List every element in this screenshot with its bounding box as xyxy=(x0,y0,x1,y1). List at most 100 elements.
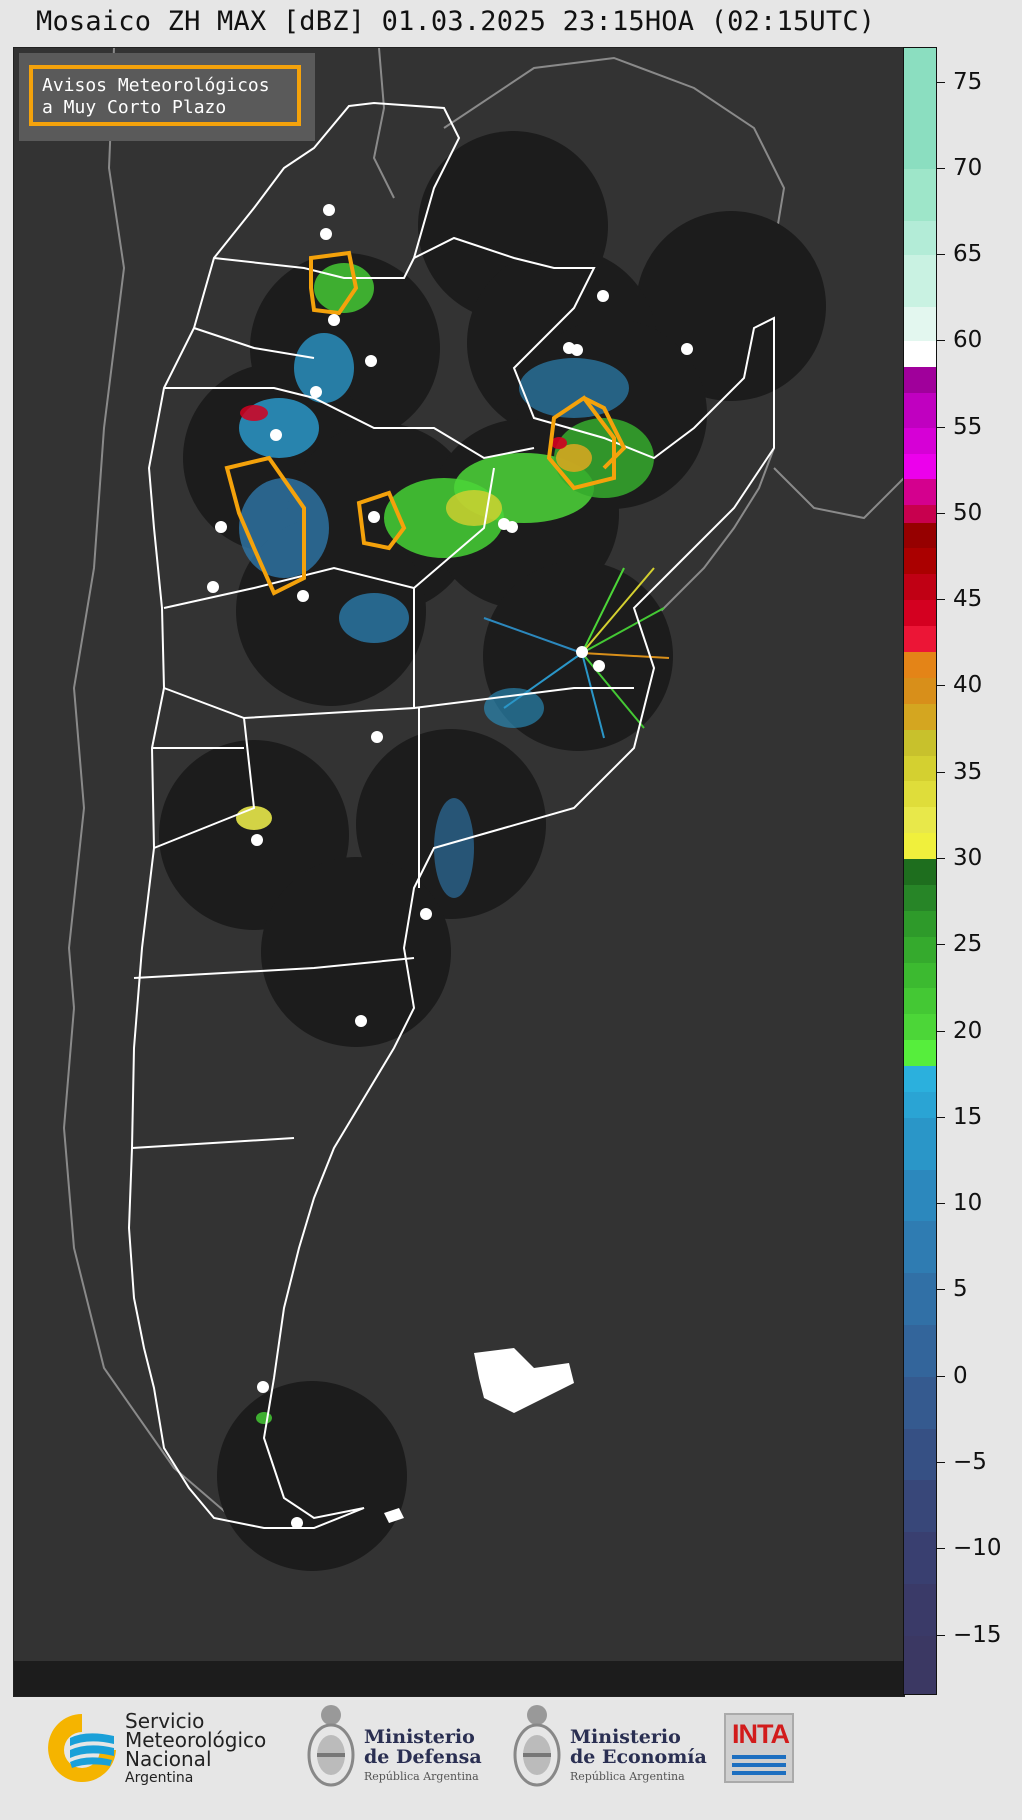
smn-line4: Argentina xyxy=(125,1770,194,1786)
radar-sites xyxy=(207,204,693,1529)
colorbar-tick-label: 30 xyxy=(953,845,983,872)
defensa-logo-text: Ministerio de Defensa República Argentin… xyxy=(364,1727,482,1787)
colorbar-segment xyxy=(904,479,936,506)
colorbar-segment xyxy=(904,962,936,989)
neighbor-borders xyxy=(62,48,904,1529)
inta-logo: INTA xyxy=(724,1713,794,1783)
colorbar-tick-label: 25 xyxy=(953,931,983,958)
colorbar-tick-label: 20 xyxy=(953,1017,983,1044)
colorbar-segment xyxy=(904,1117,936,1171)
defensa-line1: Ministerio xyxy=(364,1726,475,1748)
colorbar-segment xyxy=(904,255,936,308)
colorbar-tick-label: 5 xyxy=(953,1276,968,1303)
inta-bar-icon xyxy=(732,1763,786,1767)
colorbar-segment xyxy=(904,807,936,834)
defensa-line2: de Defensa xyxy=(364,1746,482,1768)
colorbar-segment xyxy=(904,453,936,480)
colorbar-segment xyxy=(904,600,936,627)
colorbar-segment xyxy=(904,427,936,455)
economia-line3: República Argentina xyxy=(570,1770,685,1783)
colorbar-tick-label: 55 xyxy=(953,413,983,440)
colorbar-segment xyxy=(904,505,936,524)
radar-map[interactable] xyxy=(13,47,905,1697)
smn-line1: Servicio xyxy=(125,1709,205,1733)
colorbar-tick-mark xyxy=(937,944,945,946)
colorbar-segment xyxy=(904,522,936,549)
inta-logo-text: INTA xyxy=(732,1719,790,1749)
colorbar-segment xyxy=(904,574,936,601)
colorbar-tick-mark xyxy=(937,1375,945,1377)
colorbar-segment xyxy=(904,859,936,886)
colorbar-segment xyxy=(904,1532,936,1585)
colorbar-tick-mark xyxy=(937,512,945,514)
staten-island xyxy=(384,1508,404,1523)
colorbar-segment xyxy=(904,1040,936,1067)
colorbar-segment xyxy=(904,48,936,83)
warning-legend-line2: a Muy Corto Plazo xyxy=(42,97,227,118)
map-title: Mosaico ZH MAX [dBZ] 01.03.2025 23:15HOA… xyxy=(36,6,876,37)
colorbar-segment xyxy=(904,82,936,170)
colorbar-tick-mark xyxy=(937,1203,945,1205)
smn-line3: Nacional xyxy=(125,1747,212,1771)
colorbar-tick-label: −15 xyxy=(953,1621,1002,1648)
warning-legend-frame: Avisos Meteorológicos a Muy Corto Plazo xyxy=(29,65,301,126)
colorbar-tick-label: 60 xyxy=(953,327,983,354)
defensa-line3: República Argentina xyxy=(364,1770,479,1783)
colorbar-segment xyxy=(904,548,936,575)
colorbar-tick-label: 15 xyxy=(953,1103,983,1130)
colorbar-tick-mark xyxy=(937,1548,945,1550)
colorbar xyxy=(903,47,937,1695)
province-borders xyxy=(127,101,775,1529)
colorbar-segment xyxy=(904,1221,936,1274)
economia-logo-text: Ministerio de Economía República Argenti… xyxy=(570,1727,707,1787)
map-canvas xyxy=(14,48,904,1696)
defensa-coat-of-arms-icon xyxy=(307,1705,355,1787)
colorbar-tick-mark xyxy=(937,426,945,428)
colorbar-segment xyxy=(904,1583,936,1637)
inta-bar-icon xyxy=(732,1771,786,1775)
colorbar-segment xyxy=(904,1092,936,1119)
colorbar-tick-label: 70 xyxy=(953,154,983,181)
colorbar-tick-mark xyxy=(937,858,945,860)
colorbar-tick-mark xyxy=(937,167,945,169)
colorbar-tick-label: −5 xyxy=(953,1449,987,1476)
warning-polygons xyxy=(224,250,627,596)
colorbar-tick-mark xyxy=(937,254,945,256)
colorbar-tick-mark xyxy=(937,771,945,773)
economia-line2: de Economía xyxy=(570,1746,707,1768)
map-bottom-band xyxy=(14,1661,904,1696)
smn-logo-text: Servicio Meteorológico Nacional Argentin… xyxy=(125,1709,267,1788)
colorbar-tick-mark xyxy=(937,1634,945,1636)
warning-legend-line1: Avisos Meteorológicos xyxy=(42,75,270,96)
colorbar-segment xyxy=(904,306,936,342)
colorbar-tick-label: 75 xyxy=(953,68,983,95)
malvinas-islands xyxy=(474,1348,574,1413)
colorbar-tick-mark xyxy=(937,340,945,342)
colorbar-segment xyxy=(904,1635,936,1694)
economia-coat-of-arms-icon xyxy=(513,1705,561,1787)
colorbar-tick-label: 50 xyxy=(953,499,983,526)
colorbar-tick-label: 45 xyxy=(953,586,983,613)
economia-line1: Ministerio xyxy=(570,1726,681,1748)
colorbar-tick-mark xyxy=(937,1030,945,1032)
smn-logo-icon xyxy=(48,1714,117,1782)
inta-bar-icon xyxy=(732,1755,786,1759)
colorbar-segment xyxy=(904,1428,936,1481)
colorbar-segment xyxy=(904,833,936,860)
colorbar-segment xyxy=(904,755,936,782)
colorbar-segment xyxy=(904,1066,936,1093)
radar-spikes xyxy=(483,567,670,739)
colorbar-segment xyxy=(904,884,936,912)
colorbar-tick-label: 10 xyxy=(953,1190,983,1217)
smn-line2: Meteorológico xyxy=(125,1728,267,1752)
colorbar-segment xyxy=(904,781,936,808)
colorbar-segment xyxy=(904,703,936,731)
colorbar-segment xyxy=(904,341,936,368)
colorbar-segment xyxy=(904,1480,936,1533)
colorbar-tick-mark xyxy=(937,599,945,601)
colorbar-segment xyxy=(904,1376,936,1430)
colorbar-segment xyxy=(904,168,936,222)
colorbar-tick-label: 0 xyxy=(953,1362,968,1389)
colorbar-segment xyxy=(904,1169,936,1222)
colorbar-segment xyxy=(904,393,936,429)
